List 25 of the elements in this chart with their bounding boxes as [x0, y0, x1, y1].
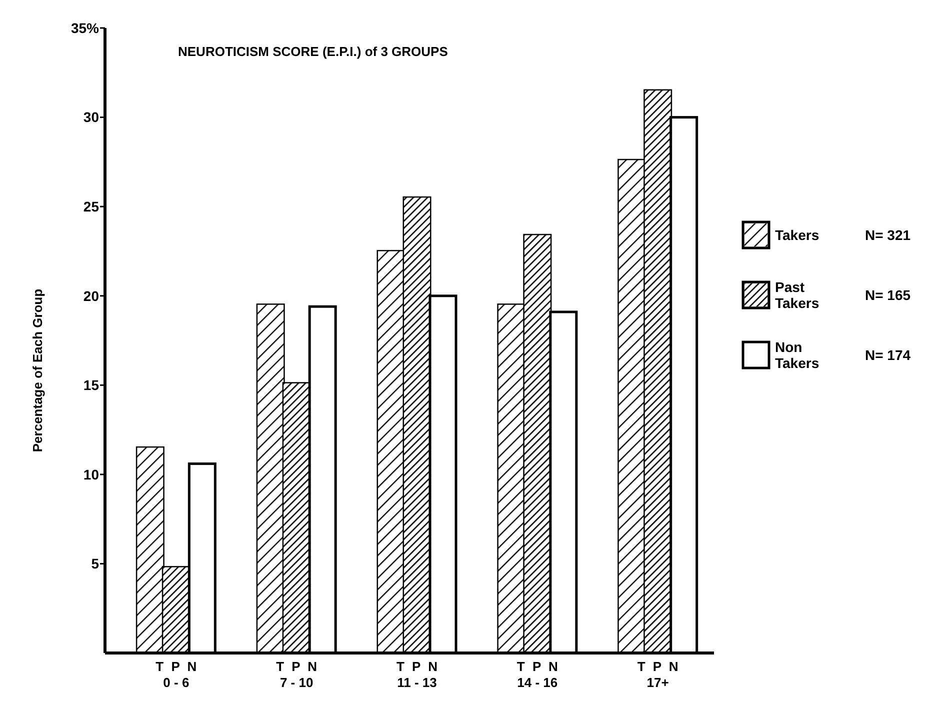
text: N= 165	[865, 286, 911, 303]
x-tick-label: 11 - 13	[397, 675, 437, 690]
legend-label: Non Takers	[775, 338, 820, 371]
text: N= 321	[865, 226, 911, 243]
y-axis-title: Percentage of Each Group	[30, 288, 45, 452]
text: T P N	[276, 659, 318, 674]
y-tick-label: 5	[91, 556, 100, 572]
y-tick-label: 30	[83, 109, 100, 126]
y-tick-label: 20	[83, 288, 100, 304]
y-tick-label: 15	[83, 377, 100, 394]
text: T P N	[396, 659, 438, 674]
x-tick-label: 0 - 6	[163, 675, 190, 690]
text: T P N	[516, 659, 558, 674]
y-tick-label: 35%	[70, 20, 100, 36]
text: T P N	[156, 659, 197, 674]
legend-label: Takers	[775, 226, 820, 243]
x-tick-label: 17+	[646, 675, 670, 690]
y-tick-label: 10	[83, 466, 100, 482]
legend-label: Past Takers	[775, 278, 820, 311]
text: N= 174	[865, 346, 911, 363]
text: NEUROTICISM SCORE (E.P.I.) of 3 GROUPS	[178, 44, 448, 59]
y-tick-label: 25	[83, 198, 100, 214]
x-tick-label: 7 - 10	[280, 675, 314, 690]
text: T P N	[637, 659, 678, 674]
x-tick-label: 14 - 16	[517, 675, 558, 690]
